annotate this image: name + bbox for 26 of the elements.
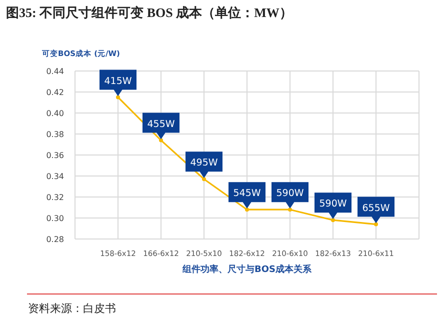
y-tick-label: 0.38 bbox=[46, 130, 64, 139]
point bbox=[116, 95, 120, 100]
annotation: 590W bbox=[319, 198, 348, 210]
text: 资料来源：白皮书 bbox=[28, 302, 116, 315]
point bbox=[245, 208, 249, 212]
point bbox=[202, 177, 206, 182]
annotation: 655W bbox=[362, 202, 390, 214]
annotation: 545W bbox=[233, 188, 262, 200]
y-tick-label: 0.44 bbox=[46, 67, 64, 76]
annotation: 455W bbox=[147, 118, 176, 130]
y-tick-label: 0.32 bbox=[46, 193, 64, 202]
y-tick-label: 0.42 bbox=[46, 88, 64, 97]
y-tick-label: 0.40 bbox=[46, 109, 64, 118]
y-tick-label: 0.28 bbox=[46, 235, 64, 244]
annotation: 495W bbox=[190, 158, 218, 169]
y-tick-label: 0.36 bbox=[46, 151, 64, 160]
chart-title: 图35: 不同尺寸组件可变 BOS 成本（单位：MW） bbox=[6, 5, 292, 20]
point bbox=[331, 218, 335, 222]
point bbox=[288, 208, 292, 212]
y-tick-label: 0.30 bbox=[46, 214, 64, 223]
y-tick-label: 0.34 bbox=[46, 172, 64, 181]
annotation: 590W bbox=[276, 188, 304, 200]
point bbox=[159, 138, 163, 142]
x-axis-title: 组件功率、尺寸与BOS成本关系 bbox=[182, 264, 312, 275]
point bbox=[374, 222, 378, 226]
annotation: 415W bbox=[104, 76, 132, 87]
